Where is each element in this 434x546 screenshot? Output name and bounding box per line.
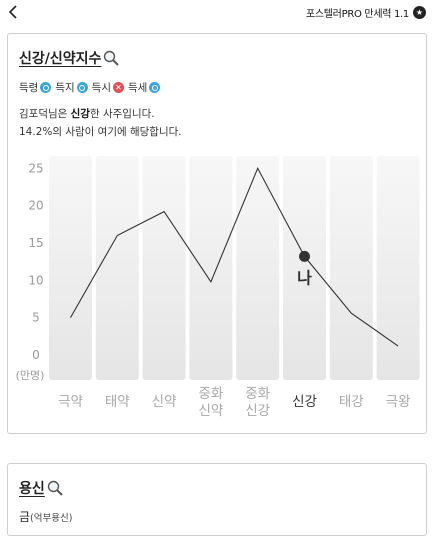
x-tick-label: 태약 — [105, 394, 130, 410]
chart-column — [189, 156, 233, 380]
yongsin-card: 용신 금(억부용신) — [7, 463, 427, 536]
yongsin-value: 금(억부용신) — [19, 508, 72, 525]
current-point-label: 나 — [297, 268, 312, 287]
chart-column — [142, 156, 186, 380]
chevron-left-icon[interactable] — [6, 3, 20, 21]
y-tick-label: 20 — [28, 199, 43, 213]
desc-line-2: 14.2%의 사람이 여기에 해당합니다. — [19, 126, 182, 138]
strength-card: 신강/신약지수 득령 득지 득시 ✕ 득세 김포덕님은 신강한 사주입니다. 1… — [7, 33, 427, 434]
factor-label: 득지 — [55, 82, 75, 94]
y-unit-label: (만명) — [16, 369, 45, 382]
magnifier-icon[interactable] — [102, 49, 120, 67]
strength-description: 김포덕님은 신강한 사주입니다. 14.2%의 사람이 여기에 해당합니다. — [19, 105, 182, 141]
y-tick-label: 25 — [28, 161, 43, 175]
circle-check-icon — [76, 82, 88, 93]
x-tick-label: 신약 — [152, 394, 177, 410]
chart-column — [329, 156, 373, 380]
app-brand: 포스텔러PRO 만세력 1.1 ★ — [306, 5, 426, 20]
strength-chart: 0 5 10 15 20 25 (만명) 나 극약 태약 신약 중화 신약 중화 신강 신강 태강 극왕 — [16, 156, 420, 419]
yongsin-title: 용신 — [19, 478, 64, 498]
factor-label: 득세 — [127, 82, 148, 94]
desc-line-1: 김포덕님은 신강한 사주입니다. — [19, 108, 155, 120]
circle-check-icon — [40, 82, 52, 93]
chart-column — [95, 156, 139, 380]
strength-result: 신강 — [70, 108, 90, 120]
app-label: 포스텔러PRO 만세력 1.1 — [305, 9, 409, 20]
y-tick-label: 10 — [28, 273, 43, 287]
factor-deukryeong: 득령 — [19, 80, 52, 95]
cross-icon: ✕ — [112, 82, 124, 93]
star-icon[interactable]: ★ — [413, 6, 426, 19]
x-tick-label: 중화 신강 — [245, 386, 270, 419]
factor-label: 득령 — [19, 82, 39, 94]
yongsin-note: (억부용신) — [30, 513, 73, 524]
top-bar: 포스텔러PRO 만세력 1.1 ★ — [0, 0, 434, 26]
y-tick-label: 0 — [32, 348, 40, 362]
strength-title: 신강/신약지수 — [19, 48, 120, 68]
circle-check-icon — [149, 82, 161, 93]
current-point-marker — [299, 250, 310, 262]
yongsin-element: 금 — [19, 510, 31, 524]
factor-label: 득시 — [91, 82, 111, 94]
x-tick-label: 극약 — [58, 394, 83, 410]
factor-deuksi: 득시 ✕ — [92, 80, 124, 95]
chart-column — [49, 156, 92, 380]
magnifier-icon[interactable] — [46, 479, 64, 497]
factor-deukse: 득세 — [127, 80, 161, 95]
x-tick-label: 태강 — [339, 394, 364, 410]
chart-column — [283, 156, 326, 380]
y-tick-label: 15 — [28, 236, 43, 250]
factor-list: 득령 득지 득시 ✕ 득세 — [19, 80, 164, 95]
strength-title-text: 신강/신약지수 — [19, 51, 102, 67]
x-tick-label: 극왕 — [386, 394, 411, 410]
y-tick-label: 5 — [32, 311, 40, 325]
chart-column — [376, 156, 420, 380]
series-line — [70, 166, 399, 347]
factor-deukji: 득지 — [55, 80, 88, 95]
chart-column — [236, 156, 280, 380]
x-tick-label: 중화 신약 — [198, 386, 223, 419]
x-tick-label: 신강 — [292, 394, 317, 410]
yongsin-title-text: 용신 — [19, 481, 45, 497]
